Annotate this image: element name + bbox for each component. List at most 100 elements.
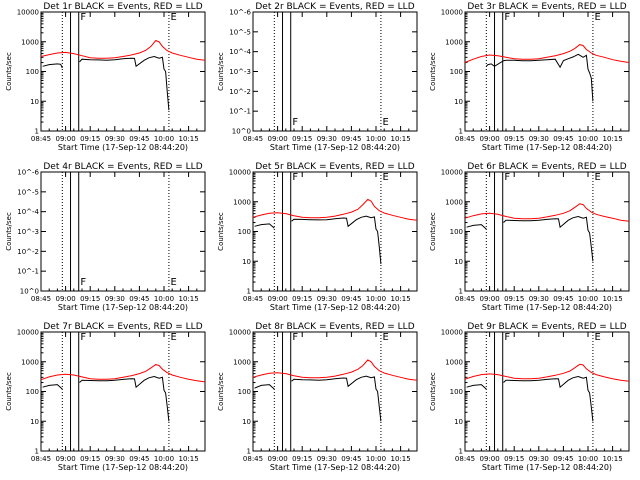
marker-letter-F: F <box>292 117 298 128</box>
x-tick-label: 10:15 <box>603 455 623 463</box>
marker-letter-E: E <box>383 332 389 343</box>
x-tick-label: 09:15 <box>292 455 312 463</box>
panel-det-2: Det 2r BLACK = Events, RED = LLD 08:45 09:… <box>217 2 418 152</box>
y-tick-label: 1000 <box>445 38 463 46</box>
x-tick-label: 09:45 <box>341 455 361 463</box>
y-tick-label: 100 <box>238 388 251 396</box>
y-tick-label: 10000 <box>229 329 251 337</box>
marker-letter-E: E <box>383 172 389 183</box>
series-events-line <box>466 375 594 422</box>
panel-det-6: Det 6r BLACK = Events, RED = LLD 08:45 09:… <box>429 162 630 312</box>
x-tick-label: 09:00 <box>480 455 500 463</box>
series-events-line <box>466 215 594 262</box>
x-tick-label: 10:00 <box>366 455 386 463</box>
x-tick-label: 09:15 <box>504 295 524 303</box>
x-tick-label: 09:45 <box>129 135 149 143</box>
x-axis-label: Start Time (17-Sep-12 08:44:20) <box>482 143 612 152</box>
marker-letter-E: E <box>383 117 389 128</box>
marker-letter-F: F <box>504 172 510 183</box>
y-tick-label: 1 <box>247 448 251 456</box>
panel-title: Det 9r BLACK = Events, RED = LLD <box>467 322 626 332</box>
x-tick-label: 09:45 <box>341 135 361 143</box>
y-tick-label: 1000 <box>233 198 251 206</box>
x-tick-label: 09:15 <box>292 135 312 143</box>
x-tick-label: 09:30 <box>317 295 337 303</box>
x-tick-label: 09:30 <box>529 135 549 143</box>
marker-letter-F: F <box>80 332 86 343</box>
y-tick-label: 100 <box>450 68 463 76</box>
x-axis-label: Start Time (17-Sep-12 08:44:20) <box>270 463 400 472</box>
x-tick-label: 09:45 <box>553 455 573 463</box>
marker-letter-F: F <box>292 172 298 183</box>
x-tick-label: 09:00 <box>480 135 500 143</box>
x-tick-label: 10:15 <box>391 135 411 143</box>
y-tick-label: 100 <box>450 388 463 396</box>
series-lld-line <box>464 44 630 63</box>
series-events-line <box>485 53 594 102</box>
y-tick-label: 1000 <box>445 358 463 366</box>
series-lld-line <box>252 359 418 381</box>
y-tick-label: 10^-3 <box>17 228 39 236</box>
y-tick-label: 1 <box>35 128 39 136</box>
y-tick-label: 10^-4 <box>229 48 251 56</box>
y-tick-label: 10000 <box>441 169 463 177</box>
x-tick-label: 09:30 <box>317 455 337 463</box>
y-tick-label: 1 <box>35 448 39 456</box>
x-tick-label: 09:00 <box>268 455 288 463</box>
y-tick-label: 100 <box>26 68 39 76</box>
x-tick-label: 09:00 <box>56 295 76 303</box>
x-tick-label: 09:45 <box>129 295 149 303</box>
x-tick-label: 09:15 <box>80 295 100 303</box>
y-tick-label: 10^0 <box>232 128 251 136</box>
y-tick-label: 10 <box>242 418 251 426</box>
x-tick-label: 08:45 <box>243 295 263 303</box>
x-axis-label: Start Time (17-Sep-12 08:44:20) <box>58 303 188 312</box>
x-tick-label: 09:15 <box>80 135 100 143</box>
marker-letter-F: F <box>292 332 298 343</box>
panel-det-5: Det 5r BLACK = Events, RED = LLD 08:45 09:… <box>217 162 418 312</box>
y-tick-label: 100 <box>238 228 251 236</box>
y-tick-label: 1000 <box>21 38 39 46</box>
y-axis-label: Counts/sec <box>429 372 437 411</box>
series-lld-line <box>464 203 630 222</box>
x-tick-label: 09:15 <box>504 135 524 143</box>
y-tick-label: 1 <box>247 288 251 296</box>
y-axis-label: Counts/sec <box>5 372 13 411</box>
y-axis-label: Counts/sec <box>217 52 225 91</box>
x-tick-label: 09:00 <box>56 135 76 143</box>
panel-det-7: Det 7r BLACK = Events, RED = LLD 08:45 09:… <box>5 322 206 472</box>
marker-letter-E: E <box>171 277 177 288</box>
panel-title: Det 4r BLACK = Events, RED = LLD <box>43 162 202 172</box>
x-tick-label: 09:30 <box>317 135 337 143</box>
panel-title: Det 1r BLACK = Events, RED = LLD <box>43 2 202 12</box>
x-tick-label: 09:45 <box>553 135 573 143</box>
y-tick-label: 100 <box>26 388 39 396</box>
y-axis-label: Counts/sec <box>217 212 225 251</box>
y-tick-label: 10000 <box>17 9 39 17</box>
y-tick-label: 10^-2 <box>17 248 39 256</box>
x-axis-label: Start Time (17-Sep-12 08:44:20) <box>270 143 400 152</box>
y-tick-label: 1 <box>459 128 463 136</box>
x-tick-label: 09:00 <box>480 295 500 303</box>
x-tick-label: 09:45 <box>553 295 573 303</box>
y-tick-label: 10 <box>454 418 463 426</box>
x-tick-label: 08:45 <box>455 455 475 463</box>
x-tick-label: 09:45 <box>341 295 361 303</box>
marker-letter-E: E <box>595 12 601 23</box>
x-tick-label: 10:00 <box>578 455 598 463</box>
x-tick-label: 10:00 <box>366 295 386 303</box>
marker-letter-E: E <box>171 332 177 343</box>
x-tick-label: 10:15 <box>179 135 199 143</box>
x-tick-label: 09:30 <box>105 455 125 463</box>
x-tick-label: 10:00 <box>366 135 386 143</box>
x-axis-label: Start Time (17-Sep-12 08:44:20) <box>482 463 612 472</box>
x-tick-label: 10:15 <box>179 455 199 463</box>
panel-title: Det 6r BLACK = Events, RED = LLD <box>467 162 626 172</box>
x-tick-label: 08:45 <box>243 135 263 143</box>
x-axis-label: Start Time (17-Sep-12 08:44:20) <box>482 303 612 312</box>
series-events-line <box>254 215 382 265</box>
series-lld-line <box>464 363 630 382</box>
panel-title: Det 3r BLACK = Events, RED = LLD <box>467 2 626 12</box>
